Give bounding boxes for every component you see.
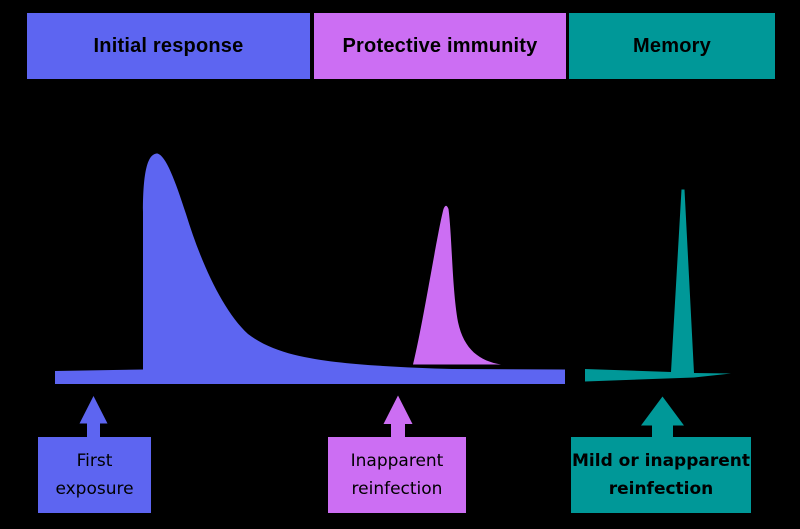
event-box-inapparent-reinfection-line-2: reinfection (351, 479, 443, 499)
event-box-mild-or-inapparent-reinfection-line-2: reinfection (608, 479, 714, 499)
curve-inapparent-reinfection-peak (413, 205, 501, 365)
phase-header-initial-response: Initial response (27, 13, 310, 79)
arrow-inapparent-reinfection (383, 395, 413, 438)
phase-header-memory-label: Memory (633, 34, 711, 57)
phase-header-protective-immunity-label: Protective immunity (342, 34, 538, 57)
arrow-mild-or-inapparent-reinfection (641, 396, 684, 438)
event-box-inapparent-reinfection: Inapparent reinfection (328, 437, 466, 513)
event-box-first-exposure: First exposure (38, 437, 151, 513)
event-box-first-exposure-line-2: exposure (55, 479, 134, 499)
arrow-first-exposure (79, 396, 108, 438)
event-box-mild-or-inapparent-reinfection-line-1: Mild or inapparent (572, 450, 750, 471)
phase-header-memory: Memory (569, 13, 775, 79)
curve-initial-response (55, 153, 565, 384)
event-box-inapparent-reinfection-line-1: Inapparent (350, 450, 444, 471)
event-box-mild-or-inapparent-reinfection: Mild or inapparent reinfection (571, 437, 751, 513)
phase-header-initial-response-label: Initial response (93, 34, 244, 57)
curve-memory-spike (585, 189, 731, 382)
event-box-first-exposure-line-1: First (76, 450, 113, 471)
phase-header-protective-immunity: Protective immunity (314, 13, 566, 79)
